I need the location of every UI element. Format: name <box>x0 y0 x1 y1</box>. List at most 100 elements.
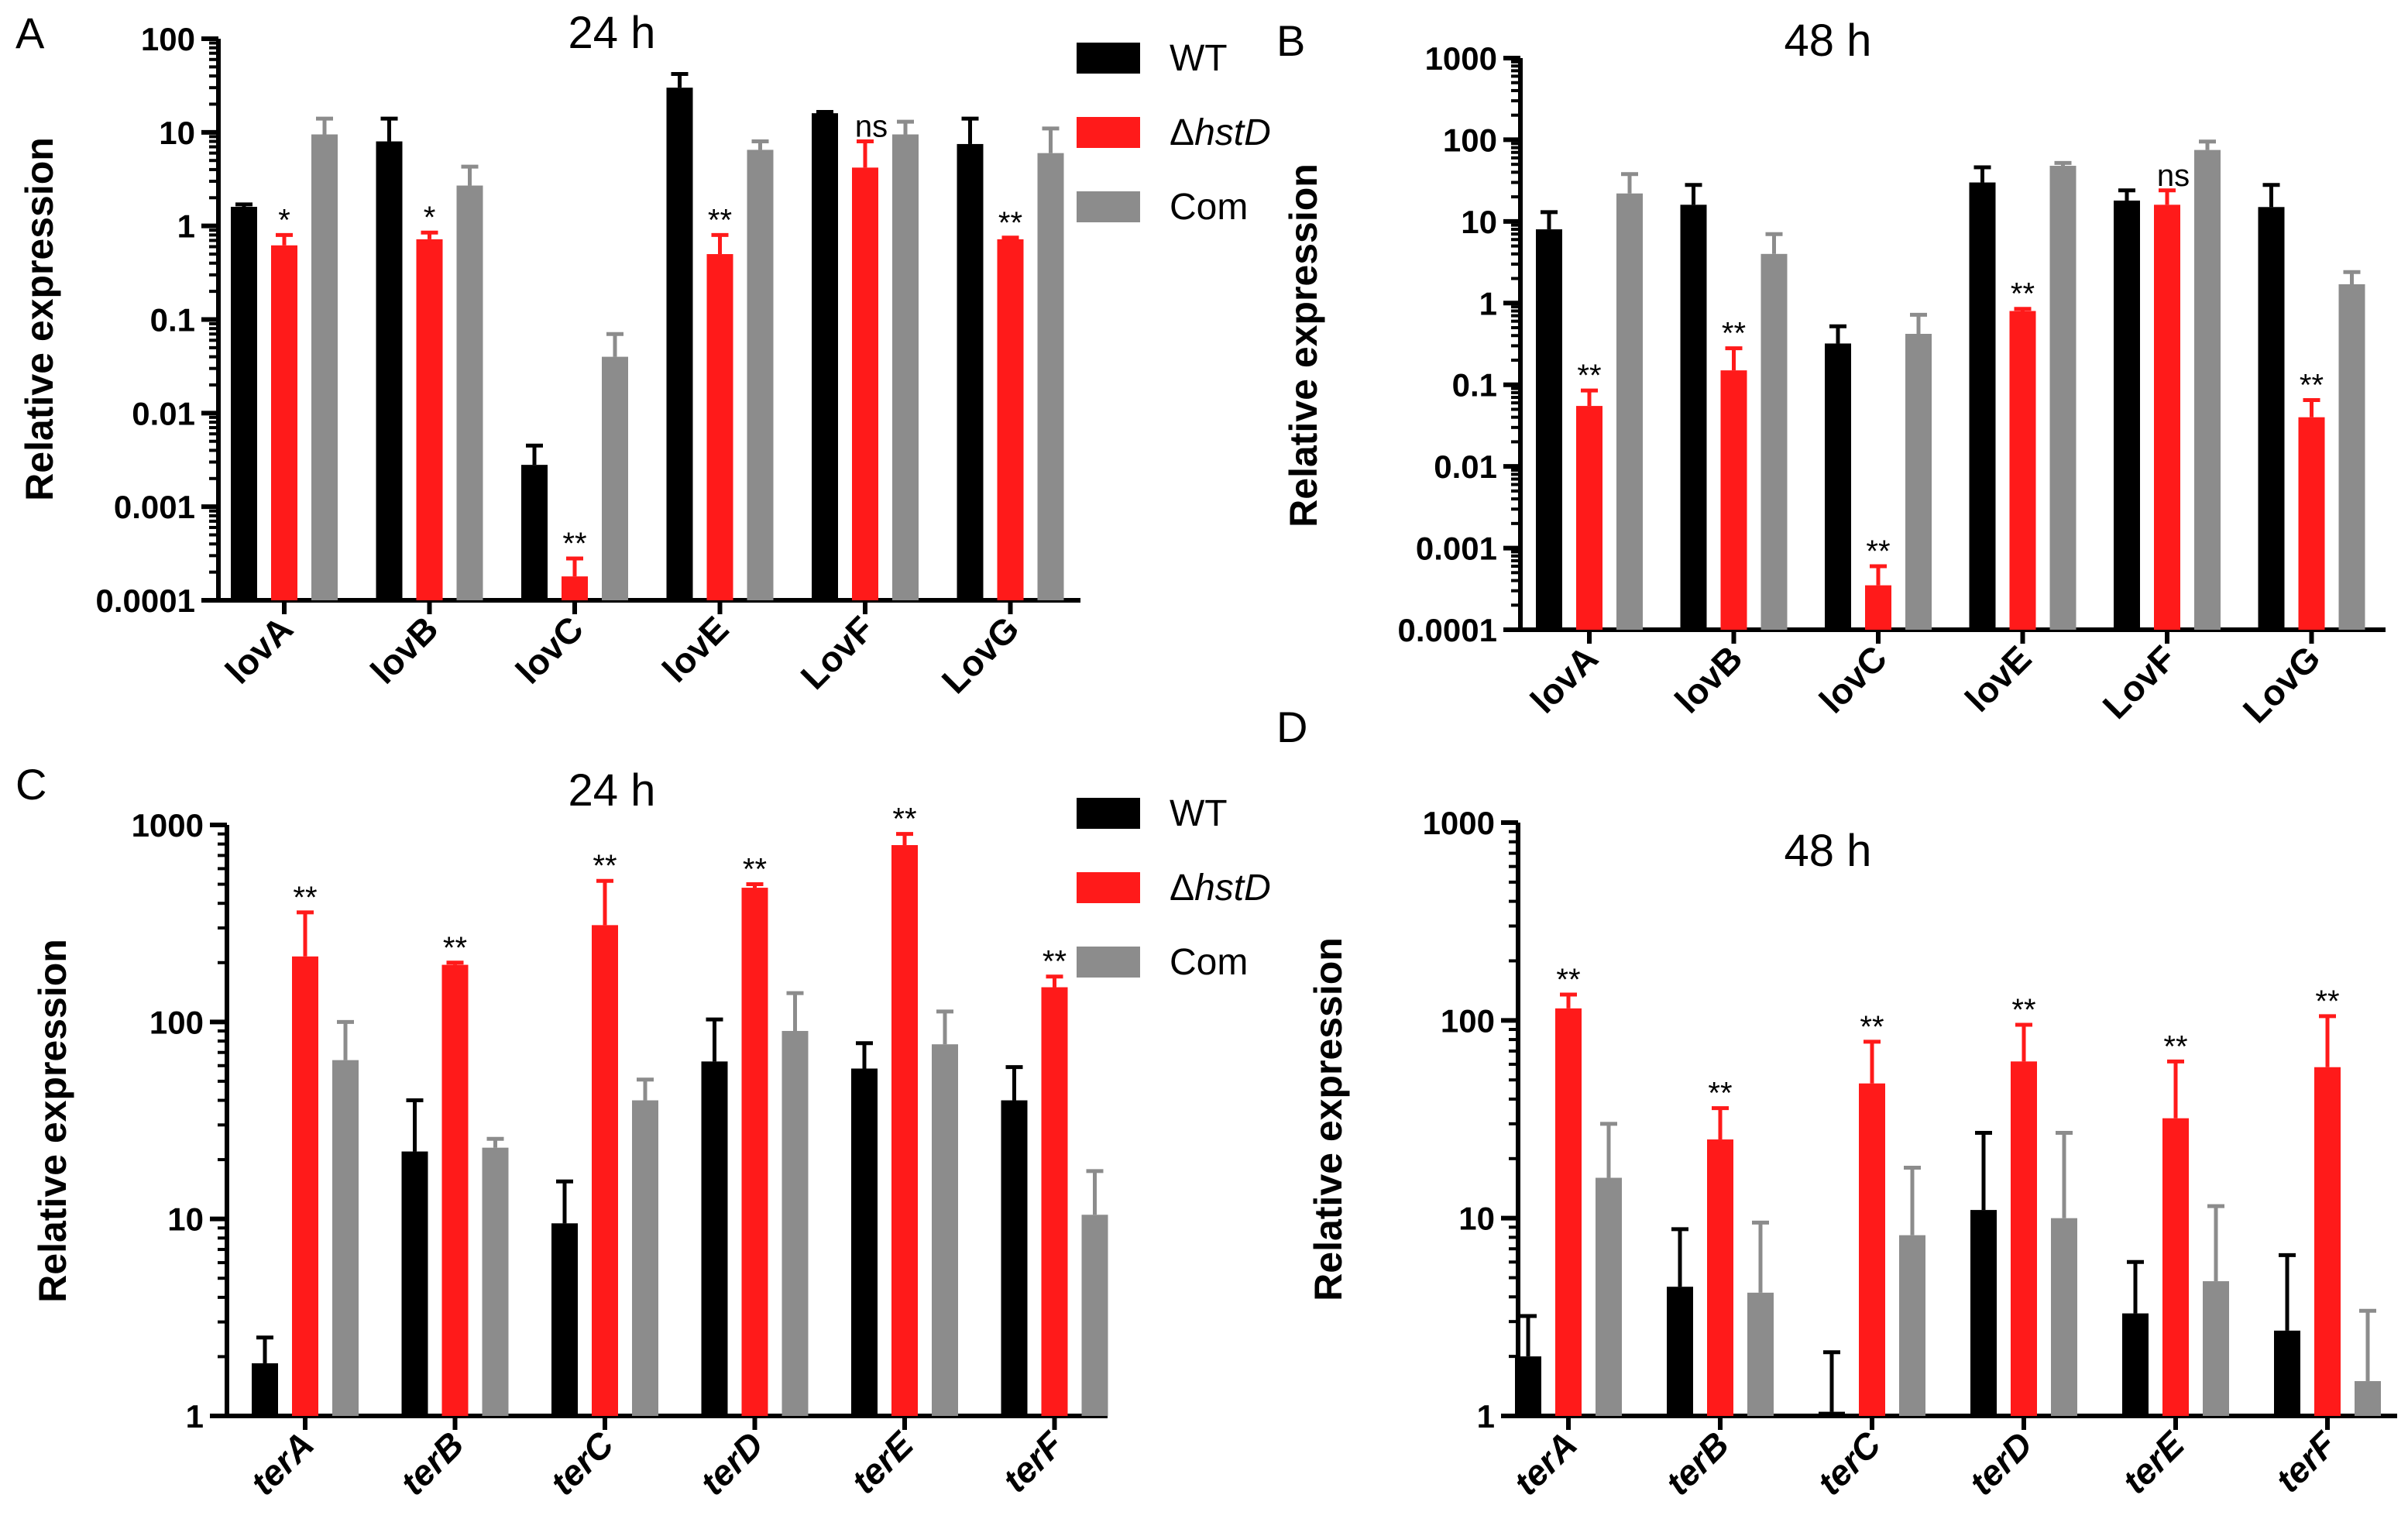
x-tick-label: terA <box>1506 1424 1585 1503</box>
bar-com-LovF <box>892 134 919 600</box>
chart-panel-c: C 24 h Relative expression 1 10 100 1000 ** terA… <box>15 760 1271 1503</box>
bar-hstd-terF <box>2314 1067 2341 1416</box>
y-tick-label: 0.0001 <box>1398 612 1497 648</box>
y-tick-label: 1 <box>186 1398 204 1435</box>
significance-label: ** <box>998 206 1022 240</box>
bar-com-terC <box>1899 1235 1925 1416</box>
y-tick-label: 0.1 <box>1452 367 1497 404</box>
bar-wt-lovE <box>666 88 693 601</box>
bar-hstd-terA <box>292 956 318 1416</box>
bar-wt-lovB <box>1680 204 1707 631</box>
significance-label: ** <box>2011 993 2035 1027</box>
legend-swatch <box>1077 117 1140 148</box>
bar-wt-lovE <box>1969 182 1996 630</box>
significance-label: ** <box>2011 277 2035 311</box>
y-axis-label: Relative expression <box>18 137 61 501</box>
legend-label: WT <box>1170 38 1228 79</box>
bar-wt-terB <box>1667 1287 1693 1416</box>
x-tick-label: terC <box>1809 1424 1888 1503</box>
bar-wt-terC <box>1819 1411 1845 1416</box>
significance-label: ** <box>2315 984 2339 1019</box>
significance-label: ** <box>1860 1010 1884 1044</box>
x-tick-label: terD <box>692 1424 771 1503</box>
significance-label: ** <box>293 881 317 915</box>
legend-label-gene: hstD <box>1194 868 1271 909</box>
y-tick-label: 0.001 <box>1416 531 1497 567</box>
bar-hstd-lovA <box>271 245 297 600</box>
chart-panel-a: A 24 h Relative expression 0.0001 0.001 0.01 0… <box>15 8 1271 701</box>
y-tick-label: 0.01 <box>1434 448 1497 485</box>
bar-com-lovE <box>747 149 774 600</box>
bar-wt-terC <box>551 1223 578 1416</box>
bar-wt-lovB <box>376 141 403 601</box>
bar-hstd-terD <box>2011 1061 2037 1416</box>
chart-title: 48 h <box>1785 826 1872 876</box>
significance-label: ** <box>562 527 586 561</box>
legend-label: Com <box>1170 187 1248 228</box>
significance-label: ** <box>1708 1077 1732 1111</box>
x-tick-label: LovG <box>934 608 1027 701</box>
panel-letter: B <box>1276 16 1305 65</box>
bar-com-terB <box>482 1147 509 1416</box>
x-tick-label: lovB <box>362 608 445 691</box>
bar-wt-lovC <box>1825 343 1851 630</box>
y-tick-label: 100 <box>1441 1002 1495 1039</box>
y-tick-label: 1000 <box>1423 805 1495 841</box>
bar-wt-terF <box>2274 1330 2300 1416</box>
x-tick-label: LovF <box>793 608 881 696</box>
x-tick-label: lovB <box>1667 637 1750 720</box>
significance-label: ** <box>443 931 467 965</box>
x-tick-label: LovG <box>2235 637 2328 730</box>
x-tick-label: terE <box>2114 1423 2193 1501</box>
y-axis-label: Relative expression <box>1282 163 1325 527</box>
y-tick-label: 10 <box>1461 204 1497 240</box>
bar-hstd-terF <box>1041 987 1068 1416</box>
bar-com-terF <box>2355 1381 2381 1416</box>
y-tick-label: 100 <box>1443 122 1497 158</box>
significance-label: ns <box>855 110 888 144</box>
significance-label: ** <box>593 849 617 883</box>
x-tick-label: terF <box>2268 1423 2345 1500</box>
y-tick-label: 10 <box>1458 1201 1495 1237</box>
chart-title: 24 h <box>569 8 656 58</box>
bar-hstd-terA <box>1555 1008 1582 1416</box>
legend-swatch <box>1077 947 1140 978</box>
legend-label: ΔhstD <box>1170 112 1271 153</box>
y-tick-label: 0.001 <box>114 489 195 525</box>
bar-wt-lovA <box>231 207 257 600</box>
bar-com-lovB <box>456 185 483 600</box>
bar-wt-lovC <box>521 465 548 600</box>
y-tick-label: 1000 <box>132 807 204 844</box>
legend-label: Com <box>1170 942 1248 983</box>
significance-label: ** <box>892 802 916 837</box>
x-tick-label: terD <box>1961 1424 2040 1503</box>
panel-letter: D <box>1276 703 1307 751</box>
bar-wt-terA <box>252 1363 278 1416</box>
bar-wt-terD <box>701 1061 728 1416</box>
bar-wt-LovG <box>2258 207 2285 630</box>
bar-hstd-LovG <box>997 239 1024 600</box>
bar-com-terF <box>1081 1215 1108 1416</box>
bar-hstd-terC <box>592 925 618 1416</box>
x-tick-label: terB <box>1657 1424 1736 1503</box>
significance-label: ns <box>2157 159 2190 193</box>
bar-wt-terD <box>1970 1210 1997 1416</box>
legend-label: WT <box>1170 793 1228 834</box>
y-tick-label: 1 <box>1479 285 1497 321</box>
x-tick-label: terF <box>994 1423 1072 1500</box>
legend-swatch <box>1077 872 1140 903</box>
x-tick-label: terB <box>393 1424 472 1503</box>
y-tick-label: 0.0001 <box>96 582 195 619</box>
bar-com-lovC <box>1905 334 1932 630</box>
bar-wt-LovF <box>2114 200 2140 631</box>
bar-com-terD <box>781 1030 809 1416</box>
x-tick-label: lovC <box>1812 637 1894 720</box>
y-tick-label: 1 <box>1477 1398 1495 1435</box>
bar-hstd-terE <box>2162 1118 2189 1416</box>
significance-label: ** <box>2163 1029 2187 1064</box>
legend: WT ΔhstD Com <box>1077 793 1271 983</box>
x-tick-label: lovC <box>508 608 591 691</box>
significance-label: ** <box>1577 359 1601 393</box>
bar-com-terD <box>2051 1218 2077 1416</box>
